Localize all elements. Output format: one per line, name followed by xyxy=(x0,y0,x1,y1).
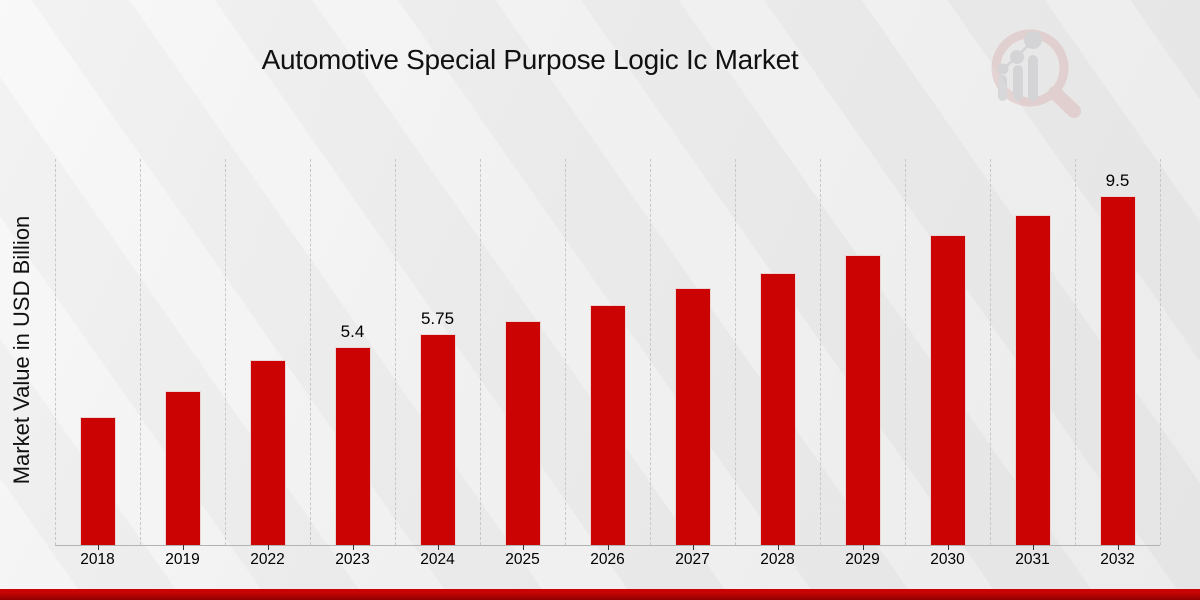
x-label-2025: 2025 xyxy=(505,551,540,568)
x-tick xyxy=(862,545,864,550)
x-label-2027: 2027 xyxy=(675,551,710,568)
x-tick xyxy=(97,545,99,550)
gridline xyxy=(1075,159,1076,545)
x-tick xyxy=(267,545,269,550)
gridline xyxy=(480,159,481,545)
x-tick xyxy=(1117,545,1119,550)
x-tick xyxy=(522,545,524,550)
x-label-2018: 2018 xyxy=(80,551,115,568)
x-label-2019: 2019 xyxy=(165,551,200,568)
bar-value-label-2032: 9.5 xyxy=(1105,171,1130,190)
chart-title: Automotive Special Purpose Logic Ic Mark… xyxy=(261,44,799,75)
x-label-2023: 2023 xyxy=(335,551,370,568)
gridline xyxy=(140,159,141,545)
x-label-2029: 2029 xyxy=(845,551,880,568)
bar-2018 xyxy=(79,417,116,545)
gridline xyxy=(310,159,311,545)
gridline xyxy=(735,159,736,545)
bar-2032 xyxy=(1099,196,1136,545)
bar-2023 xyxy=(334,347,371,545)
bar-2027 xyxy=(674,288,711,545)
x-label-2031: 2031 xyxy=(1015,551,1050,568)
y-axis-label: Market Value in USD Billion xyxy=(9,215,34,485)
gridline xyxy=(1160,159,1161,545)
magnifier-bar-chart-logo-icon xyxy=(991,29,1081,118)
x-axis: 2018 2019 2022 2023 2024 2025 2026 2027 2028 2029… xyxy=(55,551,1160,577)
gridline xyxy=(820,159,821,545)
gridline xyxy=(565,159,566,545)
gridline xyxy=(225,159,226,545)
bar-2029 xyxy=(844,255,881,545)
x-tick xyxy=(947,545,949,550)
bar-2030 xyxy=(929,235,966,545)
x-tick xyxy=(777,545,779,550)
x-tick xyxy=(182,545,184,550)
bottom-accent-stripe xyxy=(0,589,1200,600)
x-label-2028: 2028 xyxy=(760,551,795,568)
gridline xyxy=(990,159,991,545)
plot-area: 5.4 5.75 9.5 xyxy=(55,159,1161,550)
bar-value-label-2024: 5.75 xyxy=(420,309,455,328)
bar-2028 xyxy=(759,273,796,545)
x-label-2022: 2022 xyxy=(250,551,285,568)
x-tick xyxy=(607,545,609,550)
x-tick xyxy=(352,545,354,550)
x-tick xyxy=(692,545,694,550)
gridline xyxy=(395,159,396,545)
bar-2026 xyxy=(589,305,626,545)
bar-2022 xyxy=(249,360,286,545)
bar-2025 xyxy=(504,321,541,545)
x-label-2030: 2030 xyxy=(930,551,965,568)
x-tick xyxy=(437,545,439,550)
gridline xyxy=(905,159,906,545)
bar-2024 xyxy=(419,334,456,545)
x-label-2032: 2032 xyxy=(1100,551,1135,568)
x-label-2026: 2026 xyxy=(590,551,625,568)
bar-value-label-2023: 5.4 xyxy=(340,322,365,341)
gridline xyxy=(650,159,651,545)
bar-2019 xyxy=(164,391,201,545)
x-label-2024: 2024 xyxy=(420,551,455,568)
gridline xyxy=(55,159,56,545)
x-tick xyxy=(1032,545,1034,550)
bar-2031 xyxy=(1014,215,1051,545)
